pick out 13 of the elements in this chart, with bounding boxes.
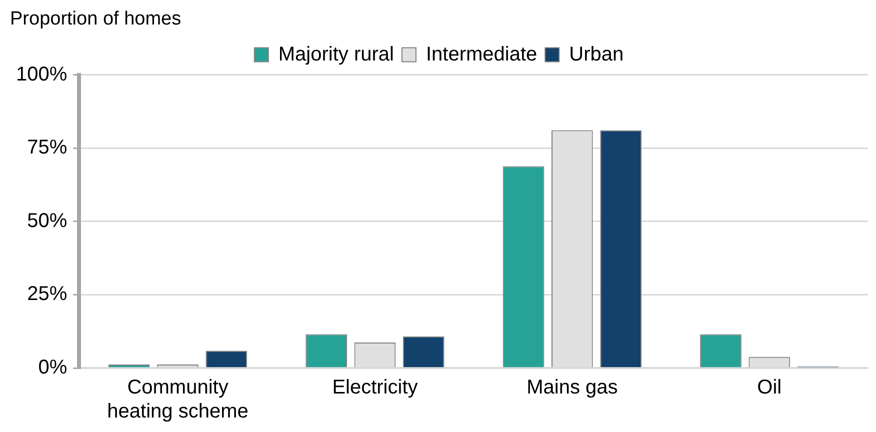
y-tick-label: 100% (16, 63, 68, 86)
legend-label: Urban (569, 43, 624, 66)
x-tick-label: Electricity (332, 376, 418, 399)
y-tick-label: 0% (38, 356, 68, 379)
x-tick-label: Mains gas (526, 376, 618, 399)
y-axis-title: Proportion of homes (10, 8, 182, 30)
y-tick-label: 50% (27, 210, 68, 232)
x-tick-label: Oil (757, 376, 782, 399)
y-tick-label: 25% (27, 283, 68, 306)
y-tick-label: 75% (27, 136, 68, 159)
legend-label: Intermediate (426, 43, 538, 66)
x-tick-label: Community heating scheme (107, 376, 248, 423)
legend-label: Majority rural (278, 43, 394, 66)
